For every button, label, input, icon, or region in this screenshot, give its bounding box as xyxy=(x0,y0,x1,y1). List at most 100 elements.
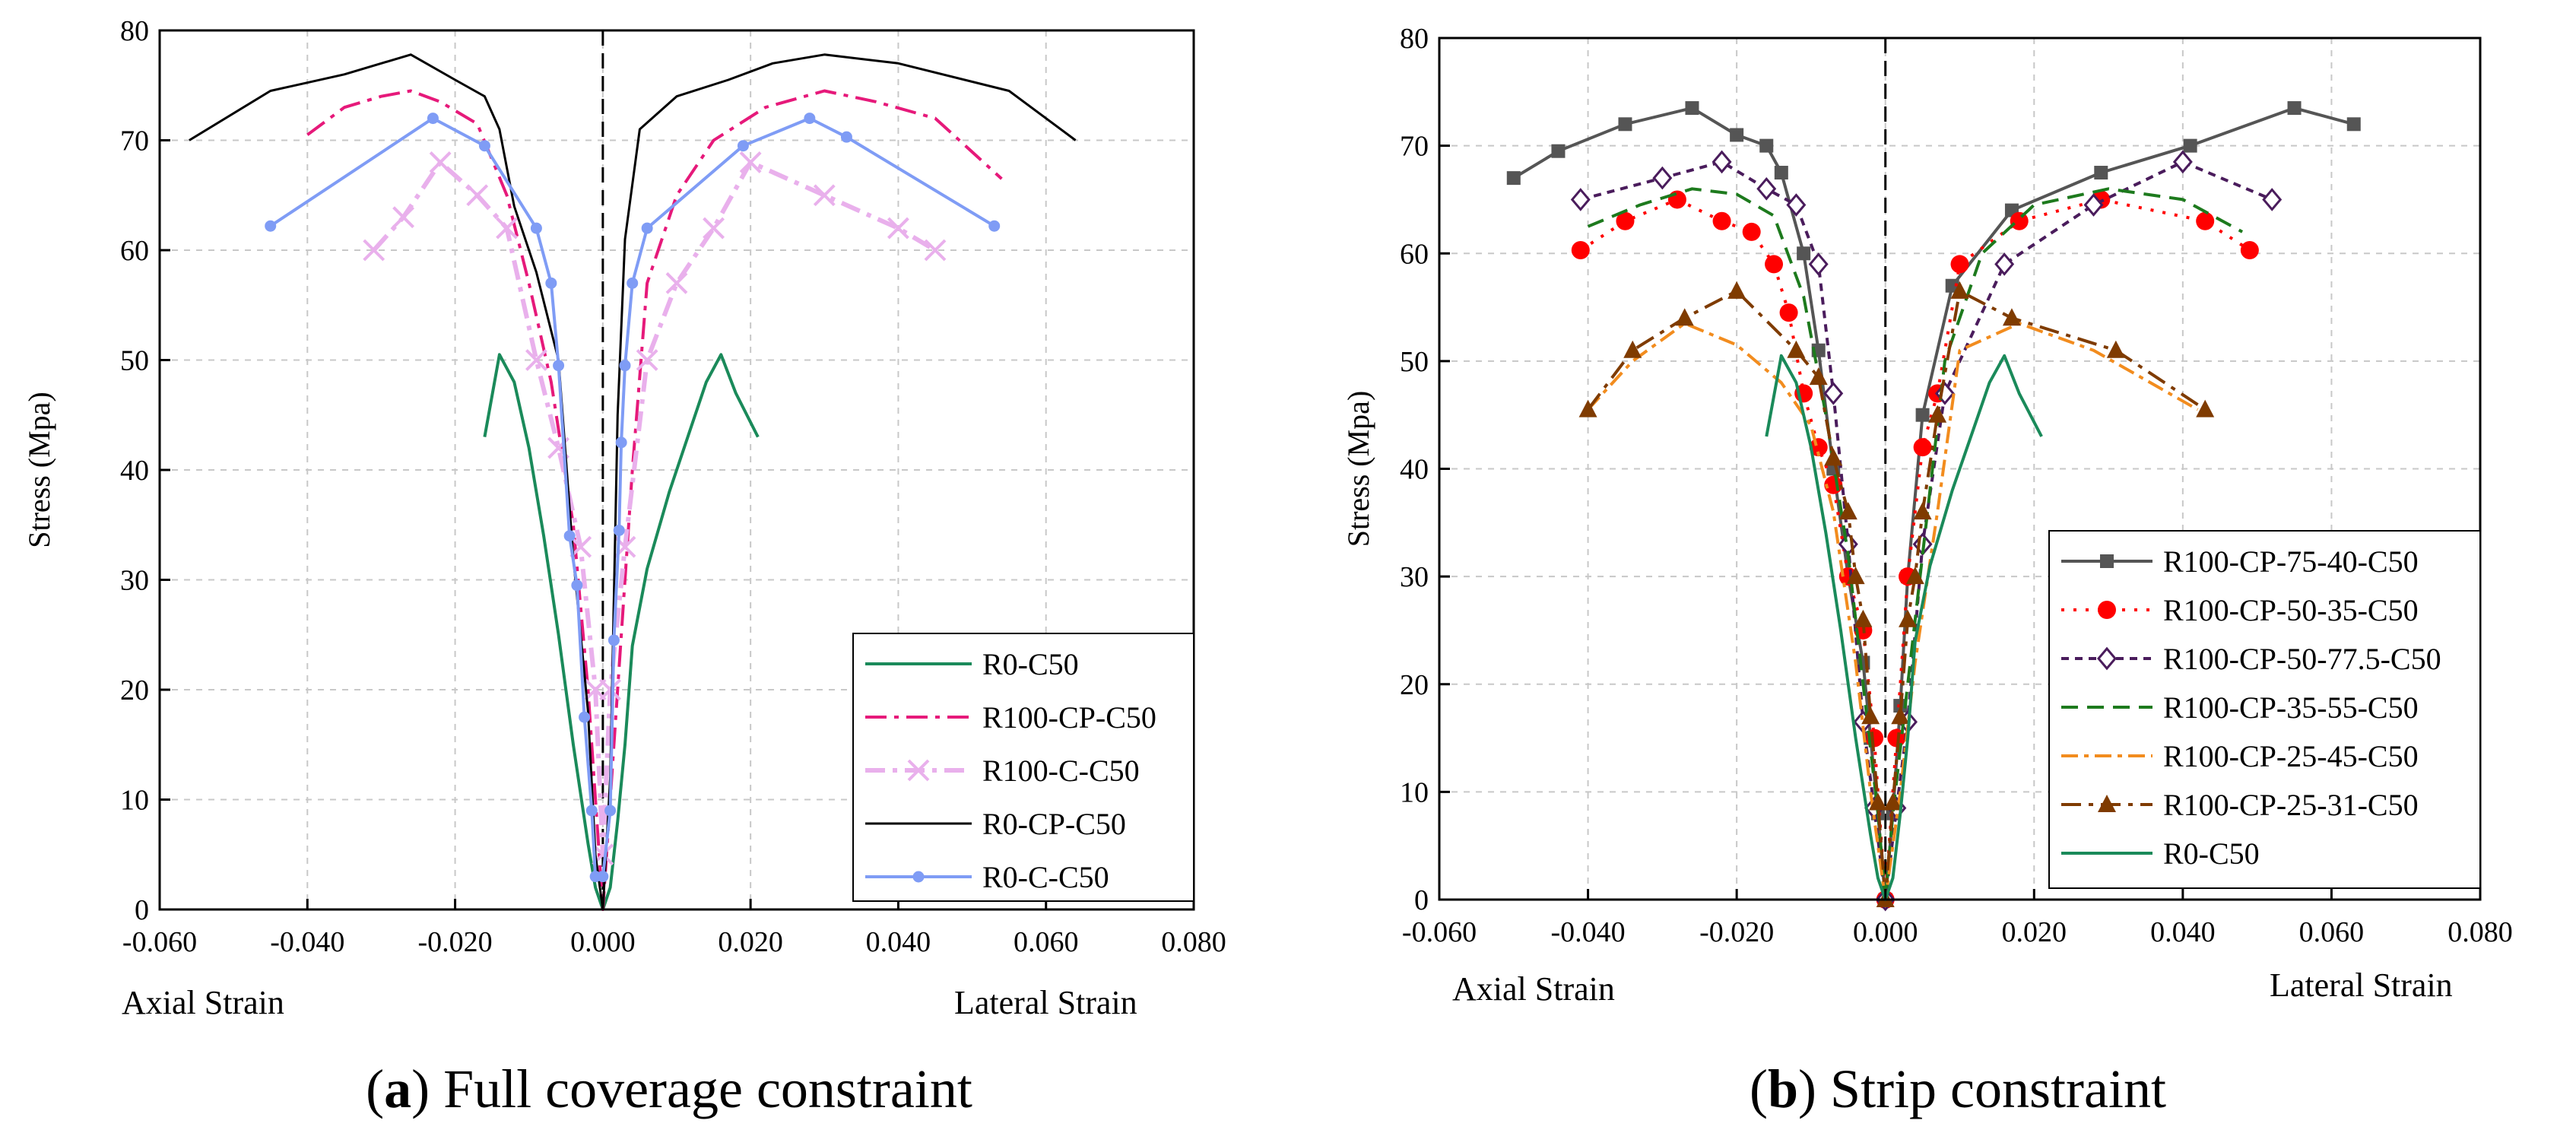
data-point xyxy=(1846,567,1865,585)
data-point xyxy=(1712,211,1731,230)
legend-label: R100-CP-50-77.5-C50 xyxy=(2163,642,2441,676)
data-point xyxy=(2083,193,2104,217)
data-point xyxy=(604,805,617,817)
legend-label: R100-CP-50-35-C50 xyxy=(2163,593,2419,627)
data-point xyxy=(1891,706,1910,725)
data-point xyxy=(627,277,639,289)
marker-stroke xyxy=(665,271,688,294)
legend-entry: R100-CP-75-40-C50 xyxy=(2061,544,2419,579)
data-point xyxy=(1868,792,1887,811)
y-tick-label: 10 xyxy=(120,785,149,817)
data-point xyxy=(363,239,385,262)
data-point xyxy=(1786,193,1807,217)
data-point xyxy=(641,222,653,234)
series-line xyxy=(483,353,760,911)
data-point xyxy=(466,184,489,207)
data-point xyxy=(2262,188,2283,211)
x-tick-label: 0.040 xyxy=(2150,916,2216,948)
data-point xyxy=(2172,150,2193,174)
marker-stroke xyxy=(813,184,836,207)
y-tick-label: 20 xyxy=(1400,669,1429,701)
marker-stroke xyxy=(703,217,725,240)
lateral-strain-label: Lateral Strain xyxy=(2270,967,2453,1004)
data-point xyxy=(1506,171,1521,186)
data-point xyxy=(599,678,621,701)
data-point xyxy=(840,131,852,143)
data-point xyxy=(2196,211,2215,230)
x-tick-label: -0.060 xyxy=(122,926,197,958)
data-point xyxy=(1727,281,1746,299)
axis-ticks: 0 10 20 30 40 50 60 70 80 -0.060 -0.040 -0.020 0.000… xyxy=(120,15,1226,958)
legend-label: R0-C50 xyxy=(2163,836,2260,871)
legend-entry: R100-C-C50 xyxy=(865,754,1140,788)
legend-sample-marker xyxy=(2098,601,2116,619)
data-point xyxy=(496,217,518,240)
legend-entry: R0-C-C50 xyxy=(865,860,1109,894)
data-point xyxy=(1854,609,1873,627)
legend-label: R0-C50 xyxy=(982,647,1079,681)
y-tick-label: 80 xyxy=(120,15,149,47)
x-tick-label: 0.040 xyxy=(866,926,931,958)
legend-sample-marker xyxy=(2100,554,2114,568)
y-tick-label: 40 xyxy=(1400,454,1429,486)
legend-label: R0-C-C50 xyxy=(982,860,1109,894)
data-point xyxy=(1861,706,1880,725)
data-point xyxy=(924,239,947,262)
data-point xyxy=(2002,308,2021,326)
legend-label: R0-CP-C50 xyxy=(982,807,1126,841)
y-tick-label: 50 xyxy=(120,345,149,377)
y-tick-label: 80 xyxy=(1400,23,1429,55)
data-point xyxy=(1899,609,1918,627)
caption-open: ( xyxy=(1750,1059,1768,1119)
data-point xyxy=(545,277,557,289)
legend-sample-marker xyxy=(2098,795,2116,812)
marker-stroke xyxy=(907,759,930,782)
caption-letter: b xyxy=(1768,1059,1798,1119)
data-point xyxy=(1759,138,1774,153)
legend-entry: R100-CP-C50 xyxy=(865,700,1156,735)
y-tick-label: 60 xyxy=(120,235,149,267)
series-R100-C-C50 xyxy=(363,151,947,866)
series-line xyxy=(306,89,1003,911)
data-point xyxy=(703,217,725,240)
x-tick-label: 0.060 xyxy=(1014,926,1079,958)
data-point xyxy=(1809,367,1828,386)
data-point xyxy=(2106,340,2125,358)
legend-entry: R100-CP-35-55-C50 xyxy=(2061,690,2419,725)
marker-stroke xyxy=(636,349,658,371)
data-point xyxy=(1675,308,1694,326)
legend: R0-C50 R100-CP-C50 R100-C-C50 R0-CP-C50 R0-C… xyxy=(852,633,1194,902)
y-tick-label: 70 xyxy=(120,125,149,157)
legend: R100-CP-75-40-C50 R100-CP-50-35-C50 R100-C… xyxy=(2048,530,2481,889)
marker-stroke xyxy=(887,217,909,240)
series-R0-C50 xyxy=(483,353,760,911)
data-point xyxy=(1730,128,1744,142)
legend-entry: R0-CP-C50 xyxy=(865,807,1126,841)
data-point xyxy=(1950,255,1969,274)
data-point xyxy=(1797,246,1811,261)
marker-stroke xyxy=(924,239,947,262)
data-point xyxy=(1712,150,1732,174)
data-point xyxy=(1685,101,1699,116)
data-point xyxy=(427,113,439,125)
y-tick-label: 30 xyxy=(120,565,149,597)
x-tick-label: 0.080 xyxy=(2448,916,2513,948)
data-point xyxy=(530,222,542,234)
data-point xyxy=(1883,792,1902,811)
marker-stroke xyxy=(363,239,385,262)
data-point xyxy=(1905,567,1924,585)
data-point xyxy=(1950,281,1969,299)
data-point xyxy=(429,151,452,173)
legend-label: R100-CP-C50 xyxy=(982,700,1156,735)
x-tick-label: 0.020 xyxy=(718,926,783,958)
marker-stroke xyxy=(429,151,452,173)
data-point xyxy=(619,360,631,372)
marker-stroke xyxy=(496,217,518,240)
legend-label: R100-CP-75-40-C50 xyxy=(2163,544,2419,579)
lateral-strain-label: Lateral Strain xyxy=(954,984,1137,1021)
series-line xyxy=(372,160,937,857)
legend-label: R100-C-C50 xyxy=(982,754,1140,788)
x-tick-label: -0.020 xyxy=(1699,916,1774,948)
series-R100-CP-35-55-C50 xyxy=(1587,187,2244,901)
legend-entry: R100-CP-25-31-C50 xyxy=(2061,788,2419,822)
